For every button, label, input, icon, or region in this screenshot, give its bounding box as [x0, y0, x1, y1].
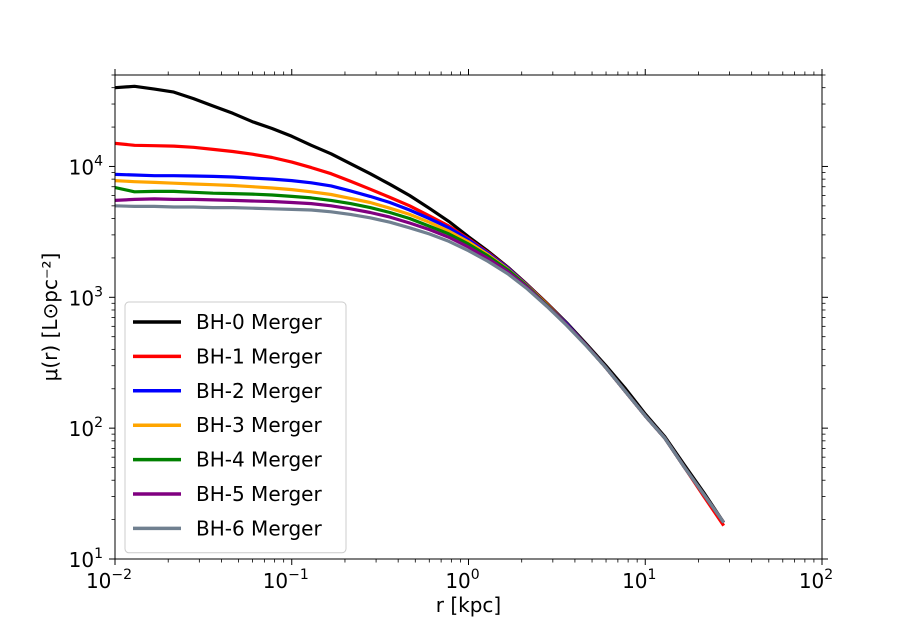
legend-label: BH-2 Merger — [196, 379, 322, 403]
y-tick-exponent: 4 — [94, 153, 103, 169]
legend-label: BH-6 Merger — [196, 516, 322, 540]
x-tick-exponent: −1 — [288, 567, 309, 583]
x-tick-exponent: 2 — [824, 567, 833, 583]
legend-label: BH-1 Merger — [196, 344, 322, 368]
series-line-bh-0-merger — [115, 84, 726, 524]
x-axis-label: r [kpc] — [436, 593, 501, 617]
y-axis-label: μ(r) [L⊙pc⁻²] — [38, 253, 62, 382]
series-layer — [115, 84, 726, 527]
legend-label: BH-3 Merger — [196, 413, 322, 437]
x-tick-exponent: −2 — [111, 567, 132, 583]
y-tick-exponent: 1 — [94, 546, 103, 562]
y-tick-exponent: 3 — [94, 284, 103, 300]
legend-label: BH-5 Merger — [196, 482, 322, 506]
x-tick-exponent: 1 — [648, 567, 657, 583]
legend: BH-0 Merger BH-1 Merger BH-2 Merger BH-3 Me… — [124, 301, 347, 554]
series-line-bh-6-merger — [115, 204, 726, 524]
legend-label: BH-4 Merger — [196, 448, 322, 472]
y-tick-exponent: 2 — [94, 415, 103, 431]
legend-box — [124, 301, 347, 554]
x-tick-exponent: 0 — [471, 567, 480, 583]
legend-label: BH-0 Merger — [196, 310, 322, 334]
